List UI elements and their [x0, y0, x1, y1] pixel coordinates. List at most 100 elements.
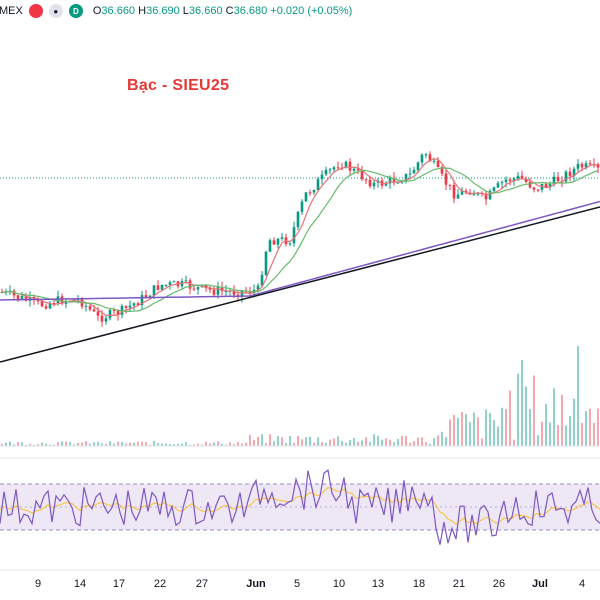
candle-body — [24, 296, 28, 301]
candle-body — [108, 309, 112, 319]
volume-bar — [33, 444, 35, 446]
volume-bar — [437, 435, 439, 446]
candle-body — [208, 288, 212, 290]
volume-bar — [125, 443, 127, 446]
candle-body — [496, 183, 500, 188]
volume-bar — [365, 437, 367, 446]
candle-body — [392, 177, 396, 183]
eye-icon[interactable]: ● — [48, 4, 63, 18]
candle-body — [220, 287, 224, 292]
candle-body — [84, 305, 88, 307]
candle-body — [544, 183, 548, 188]
volume-bar — [517, 373, 519, 446]
volume-bar — [565, 425, 567, 446]
volume-bar — [593, 422, 595, 446]
volume-bar — [293, 442, 295, 446]
time-axis[interactable]: 9 14 17 22 27 Jun 5 10 13 18 21 26 Jul 4 — [0, 572, 600, 600]
volume-bar — [77, 442, 79, 446]
volume-bar — [61, 441, 63, 446]
volume-bar — [109, 441, 111, 446]
volume-bar — [521, 360, 523, 446]
volume-bar — [49, 444, 51, 446]
volume-bar — [113, 443, 115, 446]
candle-body — [168, 282, 172, 285]
volume-bar — [429, 443, 431, 446]
candle-body — [348, 161, 352, 171]
volume-bar — [9, 441, 11, 446]
candle-body — [0, 292, 4, 293]
volume-bar — [169, 444, 171, 446]
volume-bar — [497, 426, 499, 446]
candle-body — [204, 285, 208, 289]
volume-bar — [281, 437, 283, 446]
time-label: 18 — [412, 578, 426, 590]
candle-body — [524, 178, 528, 182]
candle-body — [404, 173, 408, 182]
candle-body — [556, 176, 560, 182]
rsi-line — [0, 469, 600, 545]
candle-body — [60, 296, 64, 304]
candle-body — [316, 179, 320, 191]
candle-body — [492, 187, 496, 191]
volume-bar — [149, 444, 151, 446]
candle-body — [448, 184, 452, 186]
candle-body — [48, 302, 52, 309]
volume-bar — [269, 434, 271, 446]
time-label: 27 — [195, 578, 209, 590]
candle-body — [516, 175, 520, 179]
d-badge[interactable]: D — [68, 4, 83, 18]
volume-bar — [405, 436, 407, 446]
candle-body — [564, 171, 568, 182]
candle-body — [292, 227, 296, 244]
volume-bar — [529, 409, 531, 446]
volume-bar — [541, 421, 543, 446]
volume-bar — [549, 422, 551, 446]
volume-bar — [1, 444, 3, 446]
time-label: Jun — [246, 578, 266, 590]
candle-body — [280, 237, 284, 239]
candle-body — [436, 160, 440, 167]
time-label: 26 — [492, 578, 506, 590]
volume-bar — [505, 409, 507, 446]
candle-body — [368, 179, 372, 187]
volume-bar — [265, 443, 267, 446]
candle-body — [92, 309, 96, 312]
volume-bar — [537, 435, 539, 446]
volume-bar — [337, 436, 339, 446]
candle-body — [532, 187, 536, 190]
candle-body — [104, 318, 108, 322]
candle-body — [500, 182, 504, 184]
trendline[interactable] — [0, 206, 600, 363]
volume-bar — [569, 415, 571, 446]
candle-body — [248, 291, 252, 294]
volume-bar — [225, 444, 227, 446]
volume-bar — [245, 442, 247, 446]
volume-bar — [57, 442, 59, 446]
candle-body — [584, 163, 588, 168]
candle-body — [188, 280, 192, 289]
volume-bar — [469, 422, 471, 446]
volume-bar — [285, 443, 287, 446]
volume-bar — [457, 417, 459, 446]
chart-title: Bạc - SIEU25 — [127, 77, 230, 94]
symbol-label[interactable]: MEX — [0, 5, 23, 17]
volume-bar — [301, 439, 303, 446]
volume-bar — [385, 438, 387, 446]
candle-body — [484, 193, 488, 200]
close-icon[interactable] — [28, 4, 43, 18]
volume-bar — [361, 440, 363, 446]
candle-body — [288, 243, 292, 245]
volume-bar — [585, 411, 587, 446]
candle-body — [420, 154, 424, 163]
legend-bar: MEX ● D O36.660 H36.690 L36.660 C36.680 … — [0, 0, 600, 22]
volume-bar — [493, 420, 495, 446]
candle-body — [552, 176, 556, 184]
candle-body — [360, 170, 364, 180]
volume-bar — [253, 440, 255, 446]
candle-body — [440, 166, 444, 174]
candle-body — [372, 182, 376, 187]
candle-body — [256, 285, 260, 290]
volume-bar — [441, 431, 443, 446]
